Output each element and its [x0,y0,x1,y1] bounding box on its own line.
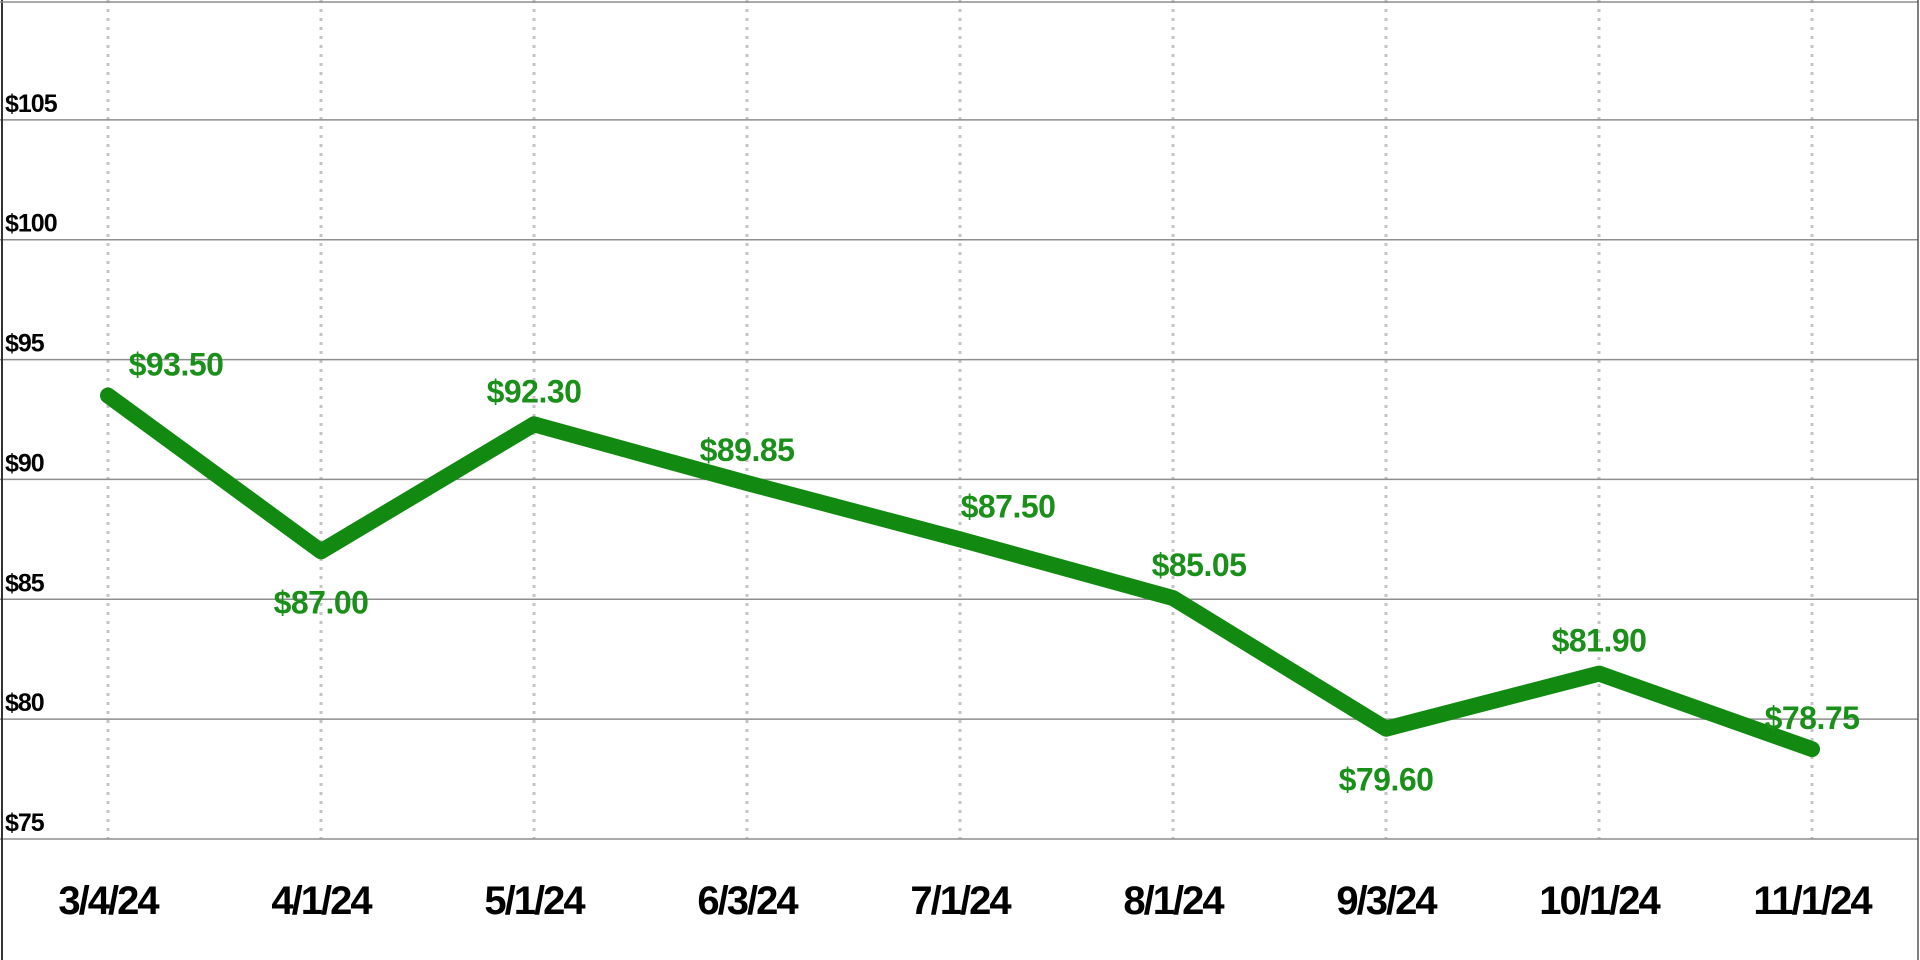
x-tick-label: 5/1/24 [484,879,586,923]
x-tick-label: 4/1/24 [271,879,373,923]
x-tick-label: 3/4/24 [58,879,160,923]
y-tick-label: $85 [5,569,45,597]
data-label: $81.90 [1552,623,1647,659]
data-point [1598,672,1600,675]
data-point [746,482,748,485]
data-point [959,538,961,541]
y-tick-label: $90 [5,449,44,477]
data-label: $85.05 [1152,547,1247,583]
x-tick-label: 6/3/24 [697,879,799,923]
y-tick-label: $80 [5,689,44,717]
data-label: $89.85 [700,432,795,468]
y-tick-label: $105 [5,90,58,118]
data-label: $78.75 [1765,700,1860,736]
data-point [320,550,322,553]
data-point [1172,597,1174,600]
y-tick-label: $100 [5,210,57,238]
x-tick-label: 10/1/24 [1539,879,1661,923]
data-point [533,423,535,426]
data-point [1811,748,1813,751]
y-tick-label: $75 [5,809,45,837]
data-label: $87.50 [961,488,1056,524]
x-tick-label: 7/1/24 [910,879,1012,923]
x-tick-label: 9/3/24 [1336,879,1438,923]
data-label: $79.60 [1339,762,1434,798]
data-point [1385,727,1387,730]
data-label: $93.50 [129,347,224,383]
y-tick-label: $95 [5,330,45,358]
price-line [100,387,1820,758]
data-point [107,394,109,397]
data-label: $87.00 [274,584,369,620]
x-tick-label: 8/1/24 [1123,879,1225,923]
data-label: $92.30 [487,373,582,409]
x-tick-label: 11/1/24 [1753,879,1873,923]
